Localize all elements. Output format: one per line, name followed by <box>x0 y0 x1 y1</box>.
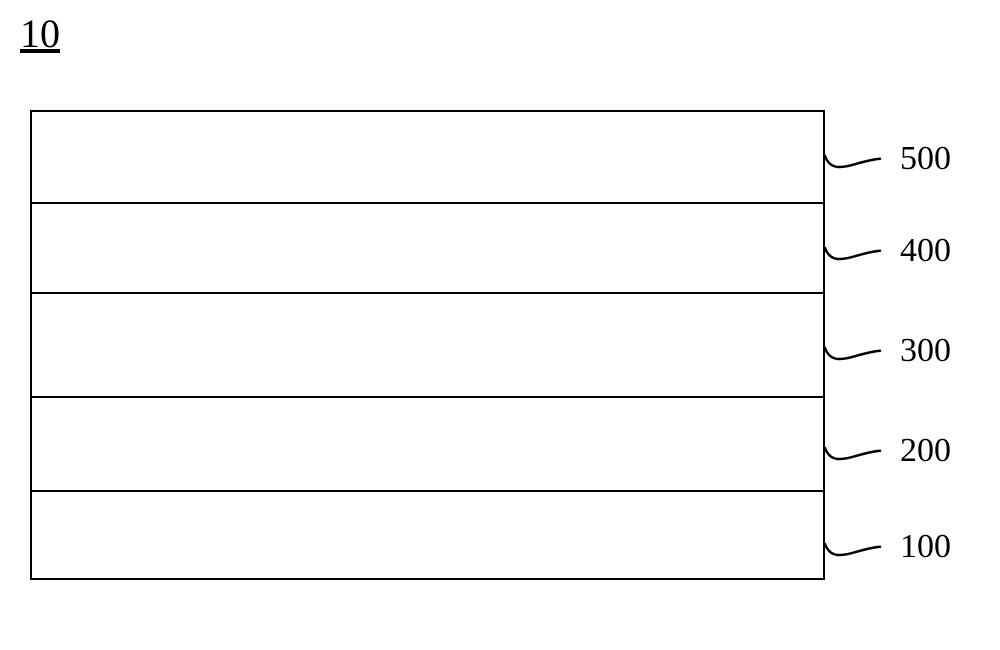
layer-400 <box>30 202 825 292</box>
callout-label-300: 300 <box>900 332 951 370</box>
layer-100 <box>30 490 825 580</box>
lead-line-400 <box>825 218 890 281</box>
lead-line-300 <box>825 318 890 381</box>
layer-stack <box>30 110 825 580</box>
callout-label-100: 100 <box>900 528 951 566</box>
callout-label-200: 200 <box>900 432 951 470</box>
lead-line-500 <box>825 126 890 189</box>
callout-label-500: 500 <box>900 140 951 178</box>
diagram-canvas: 10 500 400 300 200 100 <box>0 0 1000 650</box>
lead-line-100 <box>825 514 890 577</box>
lead-line-200 <box>825 418 890 481</box>
layer-500 <box>30 110 825 202</box>
figure-number-label: 10 <box>20 10 60 57</box>
layer-300 <box>30 292 825 396</box>
layer-200 <box>30 396 825 490</box>
callout-label-400: 400 <box>900 232 951 270</box>
